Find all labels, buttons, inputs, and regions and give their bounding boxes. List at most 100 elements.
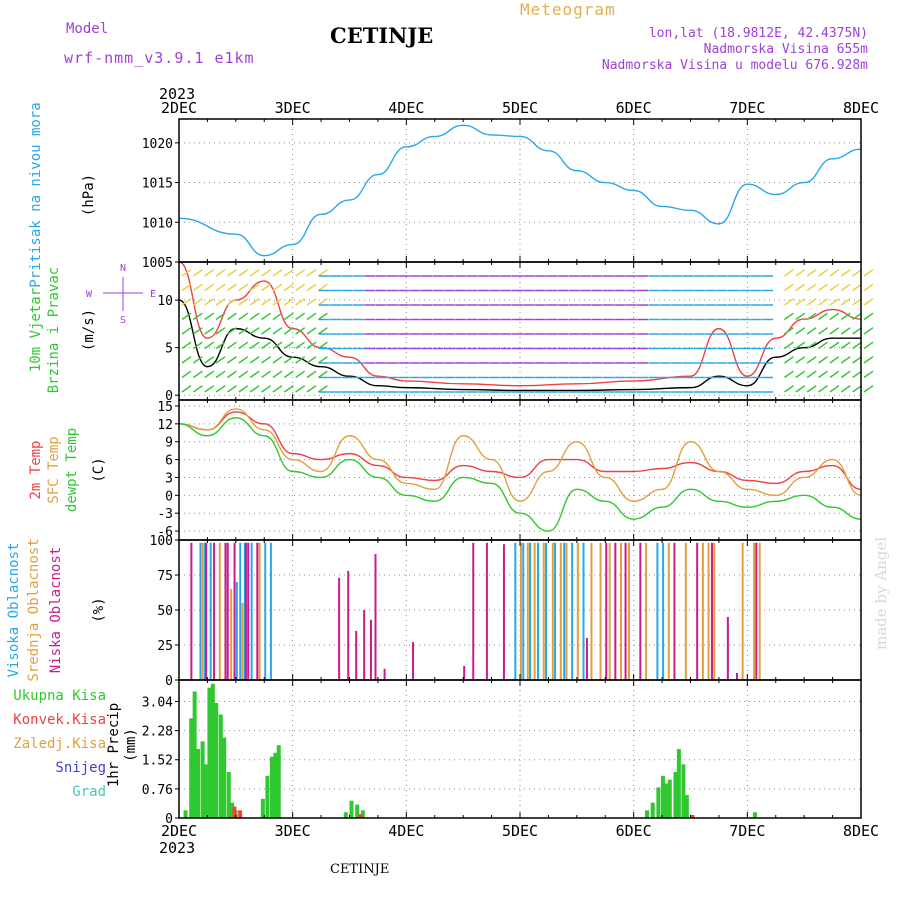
pressure-frame bbox=[178, 118, 862, 263]
wind-barb bbox=[295, 269, 306, 277]
wind-barb bbox=[795, 312, 806, 321]
wind-barb bbox=[272, 327, 283, 335]
precip-bar bbox=[200, 741, 205, 818]
compass-south: S bbox=[120, 315, 126, 326]
wind-barb bbox=[818, 298, 828, 306]
wind-barb bbox=[261, 356, 272, 364]
wind-barb bbox=[283, 298, 294, 306]
panel-title: (mm) bbox=[123, 728, 139, 762]
wind-barb bbox=[204, 269, 215, 277]
wind-barb bbox=[204, 370, 215, 379]
cloud-bar bbox=[701, 542, 704, 680]
wind-barb bbox=[227, 370, 237, 379]
wind-barb bbox=[295, 327, 306, 335]
data-layer bbox=[178, 124, 874, 818]
precip-bar bbox=[676, 749, 681, 818]
wind-barb bbox=[852, 327, 863, 335]
cloud-bar bbox=[758, 542, 761, 680]
cloud-bar bbox=[696, 542, 699, 680]
precip-bar bbox=[681, 764, 686, 818]
wind-barb bbox=[784, 341, 794, 350]
wind-barb bbox=[272, 298, 283, 306]
wind-barb bbox=[249, 298, 260, 306]
grid-layer bbox=[179, 119, 861, 818]
wind-barb bbox=[272, 356, 283, 364]
wind-barb bbox=[795, 327, 806, 335]
cloud-bar bbox=[201, 542, 204, 680]
wind-barb bbox=[192, 298, 203, 306]
wind-barb bbox=[261, 283, 272, 292]
cloud-bar bbox=[662, 542, 665, 680]
wind-barb bbox=[818, 312, 828, 321]
cloud-bar bbox=[485, 542, 488, 680]
wind-barb bbox=[181, 341, 192, 350]
wind-barb bbox=[829, 298, 840, 306]
cloud-bar bbox=[463, 666, 466, 680]
wind-barb bbox=[192, 283, 203, 292]
wind-barb bbox=[295, 385, 306, 393]
wind-barb bbox=[829, 269, 840, 277]
top-date-label: 5DEC bbox=[502, 99, 538, 117]
wind-barb bbox=[806, 283, 817, 292]
precip-bar bbox=[192, 691, 197, 818]
meteogram-label: Meteogram bbox=[520, 0, 616, 19]
cloud-bar bbox=[753, 542, 756, 680]
cloud-bar bbox=[542, 542, 545, 680]
page-title: CETINJE bbox=[330, 23, 434, 48]
wind-barb bbox=[818, 327, 828, 335]
top-date-label: 2DEC bbox=[161, 99, 197, 117]
cloud-bar bbox=[624, 542, 627, 680]
wind-barb bbox=[806, 312, 817, 321]
wind-barb bbox=[283, 370, 294, 379]
wind-barb bbox=[215, 312, 226, 321]
cloud-bar bbox=[241, 603, 244, 680]
panel-title: 10m Vjetar bbox=[28, 288, 44, 372]
precip-bar bbox=[260, 798, 265, 818]
wind-barb bbox=[215, 283, 226, 292]
y-tick-label: 3 bbox=[165, 471, 173, 486]
wind-barb bbox=[261, 312, 272, 321]
wind-barb bbox=[306, 341, 317, 350]
wind-barb bbox=[204, 385, 215, 393]
wind-barb bbox=[192, 370, 203, 379]
wind-barb bbox=[227, 312, 237, 321]
y-tick-label: 15 bbox=[157, 400, 173, 415]
wind-barb bbox=[192, 327, 203, 335]
wind-barb bbox=[818, 269, 828, 277]
wind-barb bbox=[795, 269, 806, 277]
precip-bar bbox=[349, 800, 354, 818]
wind-barb bbox=[306, 356, 317, 364]
cloud-bar bbox=[472, 542, 475, 680]
wind-barb bbox=[863, 269, 874, 277]
precip-bar bbox=[226, 772, 231, 818]
cloud-bar bbox=[735, 673, 738, 680]
model-label: Model bbox=[66, 21, 109, 37]
wind-barb bbox=[261, 385, 272, 393]
cloud-bar bbox=[627, 542, 630, 680]
wind-barb bbox=[181, 327, 192, 335]
wind-barb bbox=[840, 283, 851, 292]
wind-barb bbox=[227, 385, 237, 393]
wind-barb bbox=[306, 298, 317, 306]
wind-barb bbox=[863, 312, 874, 321]
wind-barb bbox=[818, 341, 828, 350]
y-tick-label: 3.04 bbox=[142, 695, 173, 710]
wind-barb bbox=[863, 385, 874, 393]
cloud-bar bbox=[639, 542, 642, 680]
wind-barb bbox=[317, 370, 328, 379]
wind-barb bbox=[204, 298, 215, 306]
precip-bar bbox=[753, 812, 758, 818]
cloud-bar bbox=[269, 542, 272, 680]
wind-barb bbox=[227, 327, 237, 335]
wind-barb bbox=[840, 298, 851, 306]
cloud-bar bbox=[258, 542, 261, 680]
wind-barb bbox=[249, 312, 260, 321]
cloud-bar bbox=[645, 542, 648, 680]
compass-north: N bbox=[120, 263, 126, 274]
wind-barb bbox=[283, 356, 294, 364]
series-line bbox=[178, 299, 861, 392]
wind-barb bbox=[806, 356, 817, 364]
wind-barb bbox=[829, 385, 840, 393]
wind-barb bbox=[317, 327, 328, 335]
panel-title: dewpt Temp bbox=[64, 428, 80, 512]
